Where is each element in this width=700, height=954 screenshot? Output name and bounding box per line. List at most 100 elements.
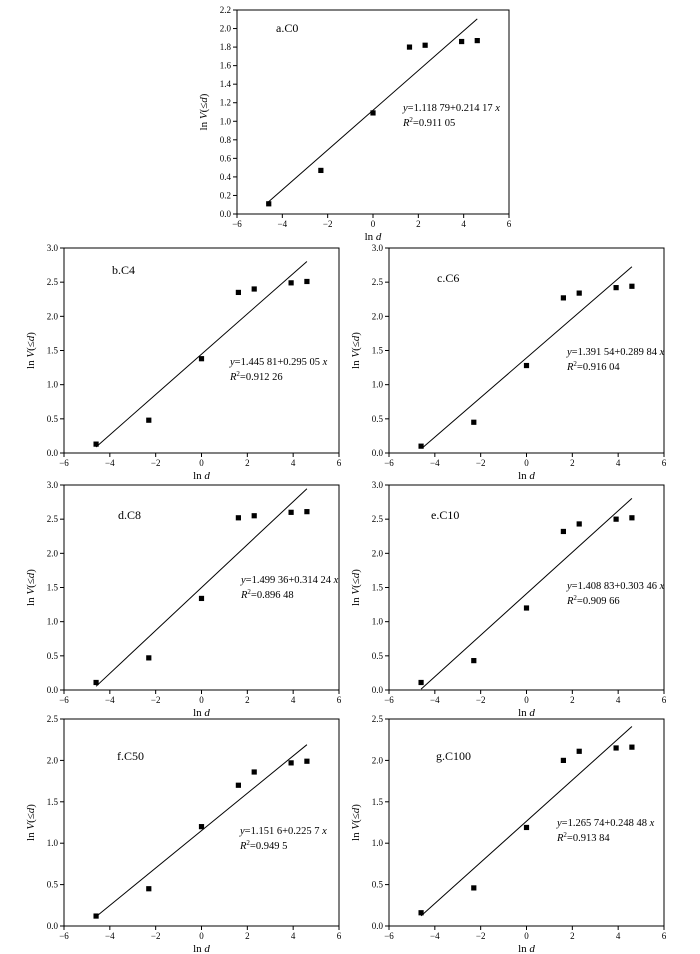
fit-line [420,497,633,690]
data-point [613,516,619,522]
fit-equation: y=1.445 81+0.295 05 x [229,357,328,368]
x-tick-label: −2 [151,458,161,468]
x-tick-label: −4 [105,695,115,705]
fit-equation: y=1.265 74+0.248 48 x [556,818,655,829]
plot-frame [63,718,340,927]
panel-c-c6: −6 −4 −2 0 2 4 6 0.0 0.5 1.0 1.5 2.0 2.5 3.0 ln d ln V(… [350,243,667,482]
x-tick-label: −2 [476,695,486,705]
x-axis-label: ln d [365,231,382,243]
y-tick-label: 3.0 [47,243,59,253]
x-axis-label: ln d [193,707,210,719]
data-point [304,509,310,515]
y-axis-label: ln V(≤d) [25,804,37,841]
data-point [422,42,428,48]
x-tick-label: −6 [59,695,69,705]
y-tick-label: 1.0 [372,838,384,848]
data-point [523,605,530,611]
y-tick-label: 1.6 [220,61,232,71]
fit-line [95,744,308,917]
panel-f-c50: −6 −4 −2 0 2 4 6 0.0 0.5 1.0 1.5 2.0 2.5 ln d ln V(≤d)… [25,714,342,954]
y-tick-label: 1.0 [47,380,59,390]
y-tick-label: 2.0 [372,311,384,321]
data-point [560,295,566,301]
y-tick-label: 1.0 [47,838,59,848]
x-tick-label: 6 [662,931,667,941]
fit-equation: y=1.408 83+0.303 46 x [566,581,665,592]
y-tick-label: 2.5 [47,277,59,287]
y-tick-label: 0.8 [220,135,232,145]
data-point [418,679,424,686]
x-tick-label: −2 [323,219,333,229]
y-tick-label: 1.5 [372,797,384,807]
x-axis-label: ln d [518,943,535,954]
data-point [318,167,324,174]
y-tick-label: 2.0 [372,755,384,765]
x-tick-label: −2 [476,931,486,941]
data-point [288,760,294,766]
y-axis-label: ln V(≤d) [25,332,37,369]
data-point [576,521,582,527]
data-point [304,758,310,764]
data-point [146,886,152,892]
y-tick-label: 1.5 [372,583,384,593]
y-axis-label: ln V(≤d) [350,569,362,606]
x-tick-label: 4 [616,695,621,705]
y-tick-label: 0.5 [372,880,384,890]
data-point [406,44,413,50]
y-tick-label: 1.8 [220,42,232,52]
x-tick-label: 2 [245,931,250,941]
y-tick-label: 3.0 [372,243,384,253]
y-tick-label: 0.0 [47,685,59,695]
data-point [629,515,635,521]
y-tick-label: 2.2 [220,5,231,15]
x-tick-label: −4 [105,458,115,468]
data-point [474,38,480,44]
y-axis-label: ln V(≤d) [350,332,362,369]
y-tick-label: 0.0 [47,921,59,931]
data-point [471,419,477,425]
fit-line [421,266,633,449]
x-tick-label: 6 [662,458,667,468]
data-point [576,290,582,296]
data-point [523,362,530,369]
panel-e-c10: −6 −4 −2 0 2 4 6 0.0 0.5 1.0 1.5 2.0 2.5 3.0 ln d ln V(… [350,480,667,719]
data-point [93,913,99,919]
x-tick-label: −2 [476,458,486,468]
x-tick-label: 4 [461,219,466,229]
x-tick-label: 6 [337,931,342,941]
data-point [198,356,205,362]
data-point [613,745,619,751]
y-tick-label: 0.0 [47,448,59,458]
panel-a-c0: −6 −4 −2 0 2 4 6 0.0 0.2 0.4 0.6 0.8 1.0 1.2 1.4 1.6 1.8… [198,5,512,243]
y-axis-label: ln V(≤d) [25,569,37,606]
panel-title: e.C10 [431,508,459,522]
y-tick-label: 3.0 [372,480,384,490]
y-axis-label: ln V(≤d) [350,804,362,841]
panel-d-c8: −6 −4 −2 0 2 4 6 0.0 0.5 1.0 1.5 2.0 2.5 3.0 ln d ln V(… [25,480,342,719]
x-tick-label: 0 [524,931,529,941]
x-tick-label: −6 [384,931,394,941]
y-tick-label: 0.5 [47,414,59,424]
y-tick-label: 2.0 [47,755,59,765]
fit-equation: y=1.118 79+0.214 17 x [402,103,500,114]
data-point [251,769,257,775]
data-point [523,824,530,831]
data-point [576,748,582,754]
x-tick-label: 2 [570,458,575,468]
x-tick-label: 4 [616,931,621,941]
x-tick-label: 6 [662,695,667,705]
x-tick-label: −6 [232,219,242,229]
x-tick-label: 2 [245,458,250,468]
data-point [251,513,257,519]
data-point [266,201,272,207]
x-tick-label: 0 [371,219,376,229]
x-tick-label: −4 [430,695,440,705]
fit-line [95,261,308,448]
y-tick-label: 1.5 [372,346,384,356]
panel-g-c100: −6 −4 −2 0 2 4 6 0.0 0.5 1.0 1.5 2.0 2.5 ln d ln V(≤d)… [350,714,667,954]
y-tick-label: 0.0 [372,448,384,458]
y-tick-label: 1.5 [47,797,59,807]
data-point [198,595,205,602]
x-tick-label: −4 [430,931,440,941]
